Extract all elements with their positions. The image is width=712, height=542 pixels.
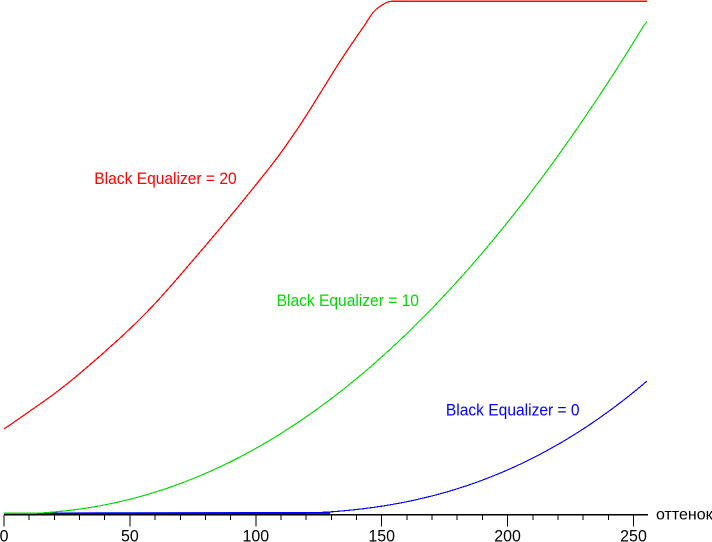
svg-text:250: 250 [620, 527, 647, 542]
svg-text:200: 200 [494, 527, 521, 542]
svg-text:Black Equalizer = 20: Black Equalizer = 20 [94, 169, 236, 188]
svg-text:Black Equalizer = 10: Black Equalizer = 10 [277, 291, 419, 310]
svg-text:оттенок: оттенок [656, 507, 712, 524]
svg-text:0: 0 [0, 527, 8, 542]
svg-text:50: 50 [121, 527, 139, 542]
svg-text:150: 150 [368, 527, 395, 542]
svg-text:100: 100 [242, 527, 269, 542]
svg-text:Black Equalizer = 0: Black Equalizer = 0 [446, 401, 580, 420]
